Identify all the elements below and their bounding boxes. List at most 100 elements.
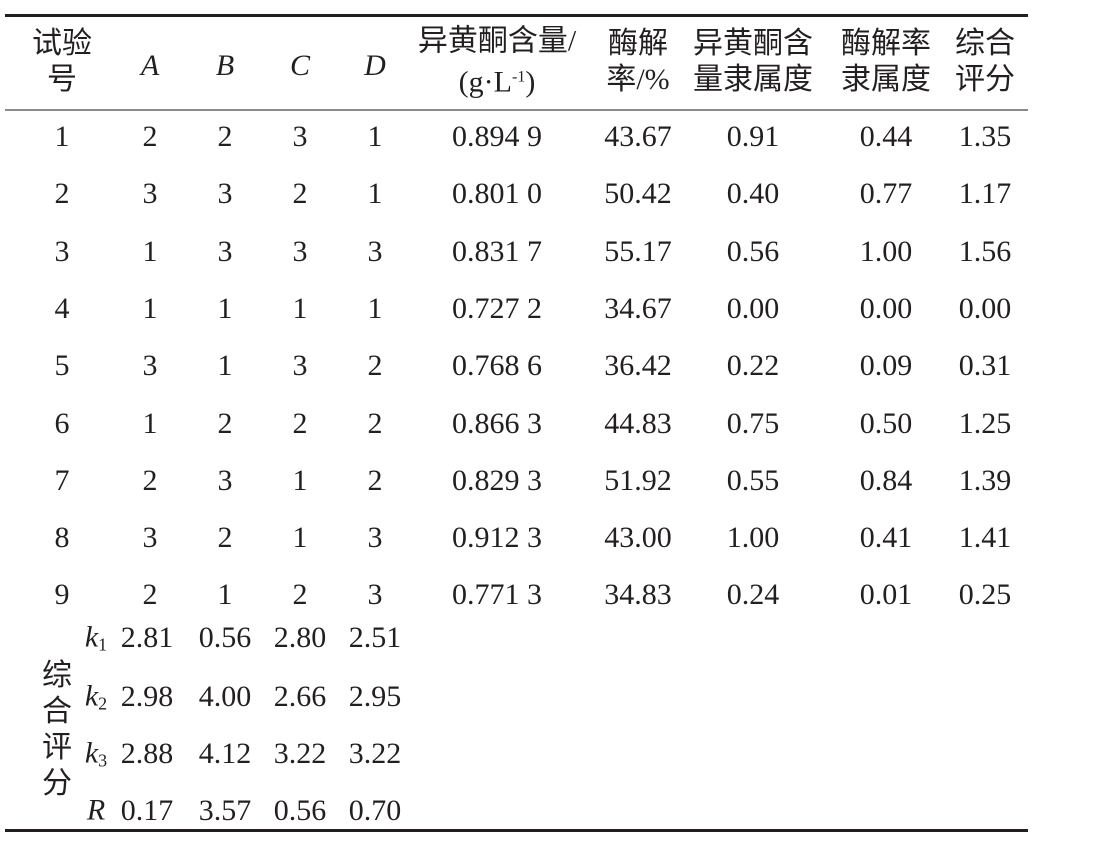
cell-trial: 6 <box>54 407 70 440</box>
cell-hydrolysis: 34.83 <box>604 578 672 611</box>
cell-d: 2 <box>367 349 383 382</box>
cell-b: 1 <box>217 349 233 382</box>
cell-isoflavone: 0.768 6 <box>452 349 542 382</box>
summary-cell-d: 3.22 <box>348 737 402 770</box>
cell-isoflavone: 0.894 9 <box>452 120 542 153</box>
cell-b: 3 <box>217 464 233 497</box>
cell-a: 3 <box>142 521 158 554</box>
cell-hyd-membership: 0.77 <box>859 177 913 210</box>
cell-iso-membership: 0.24 <box>726 578 780 611</box>
cell-c: 2 <box>292 578 308 611</box>
summary-row-label: k1 <box>84 620 108 655</box>
summary-cell-b: 4.00 <box>198 680 252 713</box>
summary-cell-d: 0.70 <box>348 794 402 827</box>
cell-d: 1 <box>367 177 383 210</box>
summary-row-label: R <box>86 793 106 827</box>
header-hyd-membership: 酶解率 隶属度 <box>841 26 931 98</box>
cell-iso-membership: 0.75 <box>726 407 780 440</box>
header-isoflavone: 异黄酮含量/ (g·L-1) <box>418 24 576 101</box>
cell-trial: 1 <box>54 120 70 153</box>
header-iso-membership: 异黄酮含 量隶属度 <box>693 26 813 98</box>
cell-iso-membership: 0.00 <box>726 292 780 325</box>
unit-sup: -1 <box>511 68 526 86</box>
cell-b: 3 <box>217 235 233 268</box>
summary-cell-c: 2.80 <box>273 621 327 654</box>
summary-cell-a: 2.88 <box>120 737 174 770</box>
cell-a: 3 <box>142 349 158 382</box>
cell-hyd-membership: 1.00 <box>859 235 913 268</box>
cell-a: 2 <box>142 120 158 153</box>
header-hydrolysis-line1: 酶解 <box>607 27 668 60</box>
header-hydrolysis: 酶解 率/% <box>606 26 669 98</box>
cell-isoflavone: 0.829 3 <box>452 464 542 497</box>
header-score-line1: 综合 <box>955 27 1015 60</box>
header-d: D <box>364 49 386 82</box>
cell-iso-membership: 1.00 <box>726 521 780 554</box>
summary-var: k <box>84 620 99 654</box>
cell-b: 2 <box>217 407 233 440</box>
cell-score: 1.17 <box>958 177 1012 210</box>
cell-hydrolysis: 36.42 <box>604 349 672 382</box>
cell-isoflavone: 0.831 7 <box>452 235 542 268</box>
cell-a: 2 <box>142 578 158 611</box>
cell-a: 1 <box>142 292 158 325</box>
summary-label: 综合评分 <box>42 659 72 800</box>
summary-row-label: k2 <box>85 681 107 713</box>
cell-score: 1.41 <box>958 521 1012 554</box>
cell-d: 2 <box>367 464 383 497</box>
cell-hyd-membership: 0.09 <box>859 349 913 382</box>
cell-hyd-membership: 0.84 <box>859 464 913 497</box>
cell-b: 2 <box>217 120 233 153</box>
summary-cell-a: 2.81 <box>120 621 174 654</box>
cell-c: 2 <box>292 407 308 440</box>
cell-d: 3 <box>367 235 383 268</box>
cell-c: 1 <box>292 464 308 497</box>
cell-isoflavone: 0.866 3 <box>452 407 542 440</box>
cell-a: 1 <box>142 407 158 440</box>
header-hyd-membership-line2: 隶属度 <box>841 63 931 96</box>
header-score: 综合 评分 <box>955 26 1015 98</box>
cell-hydrolysis: 50.42 <box>604 177 672 210</box>
summary-var: k <box>84 736 99 770</box>
cell-trial: 7 <box>54 464 70 497</box>
cell-isoflavone: 0.801 0 <box>452 177 542 210</box>
header-b: B <box>215 49 235 82</box>
cell-d: 3 <box>367 521 383 554</box>
summary-cell-a: 2.98 <box>120 680 174 713</box>
summary-cell-c: 0.56 <box>273 794 327 827</box>
cell-isoflavone: 0.771 3 <box>452 578 542 611</box>
cell-c: 1 <box>292 292 308 325</box>
cell-d: 2 <box>367 407 383 440</box>
summary-sub: 1 <box>98 634 108 655</box>
unit-close: ) <box>525 65 536 99</box>
header-isoflavone-unit: (g·L-1) <box>418 60 576 101</box>
cell-iso-membership: 0.91 <box>726 120 780 153</box>
cell-hyd-membership: 0.00 <box>859 292 913 325</box>
cell-hyd-membership: 0.41 <box>859 521 913 554</box>
cell-hydrolysis: 44.83 <box>604 407 672 440</box>
cell-c: 2 <box>292 177 308 210</box>
cell-hydrolysis: 51.92 <box>604 464 672 497</box>
cell-c: 3 <box>292 349 308 382</box>
summary-cell-c: 3.22 <box>273 737 327 770</box>
unit-text: (g·L <box>458 65 512 99</box>
header-c: C <box>289 49 311 82</box>
cell-hydrolysis: 43.00 <box>604 521 672 554</box>
summary-sub: 3 <box>98 750 108 771</box>
summary-var: R <box>86 793 106 827</box>
cell-hydrolysis: 43.67 <box>604 120 672 153</box>
cell-iso-membership: 0.40 <box>726 177 780 210</box>
header-trial-line2: 号 <box>47 63 77 96</box>
header-rule <box>5 109 1028 111</box>
cell-b: 1 <box>217 292 233 325</box>
cell-b: 1 <box>217 578 233 611</box>
cell-hyd-membership: 0.01 <box>859 578 913 611</box>
header-trial: 试验 号 <box>32 26 92 98</box>
cell-trial: 5 <box>54 349 70 382</box>
summary-cell-d: 2.95 <box>348 680 402 713</box>
cell-d: 1 <box>367 120 383 153</box>
cell-iso-membership: 0.56 <box>726 235 780 268</box>
cell-trial: 9 <box>54 578 70 611</box>
cell-a: 1 <box>142 235 158 268</box>
header-hydrolysis-line2: 率/% <box>606 63 670 96</box>
